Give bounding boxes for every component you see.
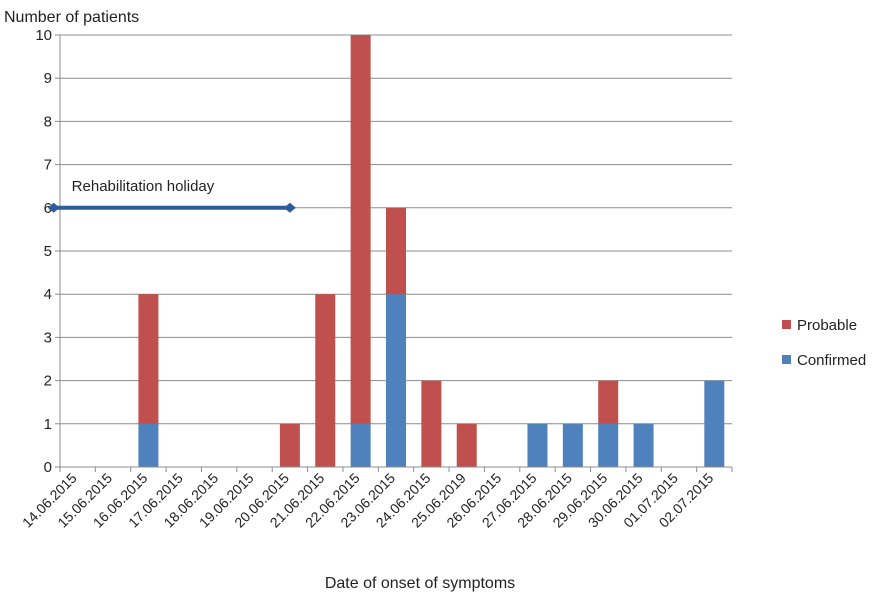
legend: Probable Confirmed [782,317,866,369]
y-tick-label: 2 [44,373,52,390]
y-tick-label: 1 [44,416,52,433]
bar-probable-21.06.2015 [315,294,336,467]
x-tick-labels: 14.06.201515.06.201516.06.201517.06.2015… [19,467,733,531]
bar-probable-16.06.2015 [138,294,159,424]
legend-label-probable: Probable [797,317,857,334]
y-tick-label: 6 [44,200,52,217]
bar-confirmed-30.06.2015 [633,423,654,467]
y-axis-title: Number of patients [4,9,139,26]
y-tick-label: 0 [44,459,52,476]
legend-swatch-probable [782,320,791,329]
bar-probable-23.06.2015 [386,207,406,295]
annotation-arrowhead [47,202,60,213]
y-tick-label: 4 [44,286,52,303]
bar-confirmed-29.06.2015 [598,423,619,467]
y-tick-label: 7 [44,157,52,174]
bar-confirmed-28.06.2015 [562,423,583,467]
bar-confirmed-02.07.2015 [704,380,725,467]
y-tick-label: 9 [44,70,52,87]
annotation-label: Rehabilitation holiday [72,178,215,195]
annotation-arrowhead [283,202,296,213]
legend-swatch-confirmed [782,355,791,364]
bar-probable-29.06.2015 [598,380,619,424]
bar-probable-20.06.2015 [279,423,300,467]
bars [138,35,725,467]
annotation: Rehabilitation holiday [47,178,296,213]
x-axis-title: Date of onset of symptoms [325,575,515,592]
y-tick-label: 5 [44,243,52,260]
bar-probable-25.06.2019 [456,423,477,467]
y-tick-labels: 0 1 2 3 4 5 6 7 8 9 10 [35,27,60,476]
bar-probable-22.06.2015 [350,35,371,424]
legend-label-confirmed: Confirmed [797,352,866,369]
bar-probable-24.06.2015 [421,380,442,467]
y-tick-label: 10 [35,27,52,44]
bar-confirmed-23.06.2015 [386,294,406,467]
bar-confirmed-22.06.2015 [350,423,371,467]
y-tick-label: 8 [44,113,52,130]
bar-confirmed-16.06.2015 [138,423,159,467]
y-tick-label: 3 [44,329,52,346]
bar-confirmed-27.06.2015 [527,423,548,467]
